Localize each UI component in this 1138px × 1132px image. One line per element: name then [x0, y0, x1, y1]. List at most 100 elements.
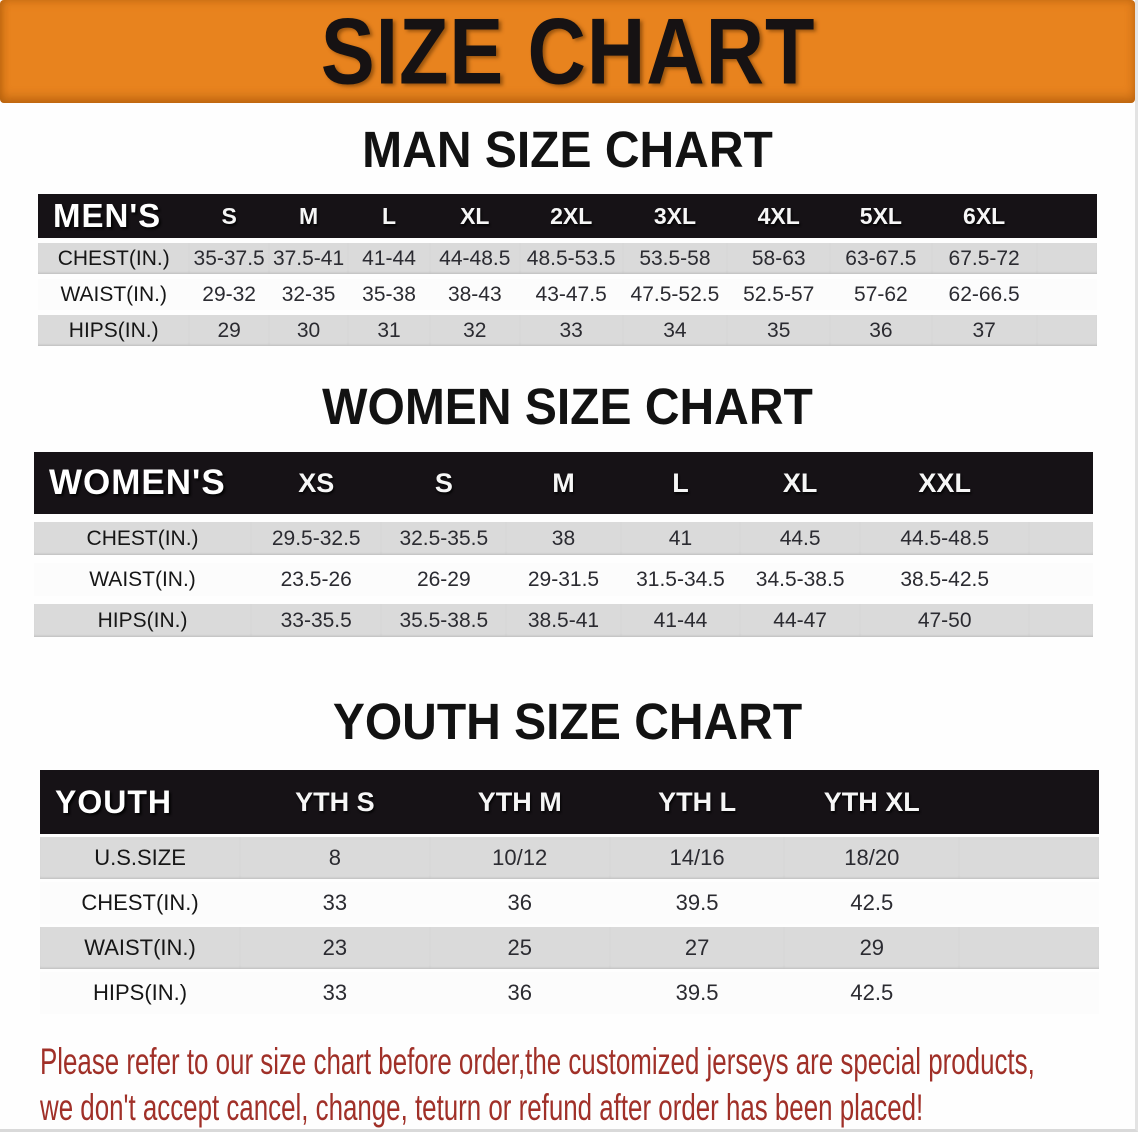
column-header: 6XL: [931, 194, 1037, 238]
row-label: CHEST(IN.): [34, 522, 252, 555]
cell-value: 47.5-52.5: [622, 279, 728, 310]
row-label: HIPS(IN.): [40, 972, 241, 1014]
cell-value: 38: [506, 522, 621, 555]
disclaimer-line-1: Please refer to our size chart before or…: [40, 1041, 1035, 1082]
table-header-row: WOMEN'S XS S M L XL XXL: [34, 452, 1093, 514]
column-header: XXL: [859, 452, 1030, 514]
row-label: CHEST(IN.): [40, 882, 241, 924]
cell-value: 41: [620, 522, 741, 555]
cell-value: 31.5-34.5: [620, 563, 741, 596]
cell-value: 34: [622, 315, 728, 346]
table-row: HIPS(IN.) 33-35.5 35.5-38.5 38.5-41 41-44 44-…: [34, 604, 1093, 637]
cell-value: 23: [240, 927, 430, 969]
cell-value: 33-35.5: [251, 604, 382, 637]
cell-value: 52.5-57: [727, 279, 831, 310]
men-size-table: MEN'S S M L XL 2XL 3XL 4XL 5XL 6XL CHEST(IN.) 35-37…: [38, 189, 1097, 351]
header-spacer: [1036, 194, 1097, 238]
cell-value: 33: [240, 972, 430, 1014]
header-spacer: [959, 770, 1099, 834]
table-row: U.S.SIZE 8 10/12 14/16 18/20: [40, 837, 1099, 879]
youth-section-heading: YOUTH SIZE CHART: [0, 694, 1135, 751]
cell-value: 62-66.5: [931, 279, 1037, 310]
table-row: WAIST(IN.) 23 25 27 29: [40, 927, 1099, 969]
column-header: XS: [251, 452, 382, 514]
column-header: YTH S: [240, 770, 430, 834]
cell-value: 23.5-26: [251, 563, 382, 596]
row-spacer: [959, 927, 1099, 969]
table-row: WAIST(IN.) 29-32 32-35 35-38 38-43 43-47.5 47.…: [38, 279, 1097, 310]
cell-value: 14/16: [609, 837, 785, 879]
table-row: CHEST(IN.) 33 36 39.5 42.5: [40, 882, 1099, 924]
table-row: WAIST(IN.) 23.5-26 26-29 29-31.5 31.5-34.5 34…: [34, 563, 1093, 596]
row-spacer: [1029, 604, 1093, 637]
column-header: M: [268, 194, 349, 238]
cell-value: 29-31.5: [506, 563, 621, 596]
women-size-table: WOMEN'S XS S M L XL XXL CHEST(IN.) 29.5-32.5 32.5…: [34, 444, 1093, 645]
banner-title: SIZE CHART: [320, 0, 815, 104]
table-row: HIPS(IN.) 29 30 31 32 33 34 35 36 37: [38, 315, 1097, 346]
column-header: 4XL: [727, 194, 831, 238]
size-chart-banner: SIZE CHART: [0, 0, 1135, 103]
table-header-row: YOUTH YTH S YTH M YTH L YTH XL: [40, 770, 1099, 834]
cell-value: 18/20: [784, 837, 960, 879]
cell-value: 67.5-72: [931, 243, 1037, 274]
cell-value: 26-29: [381, 563, 507, 596]
row-spacer: [959, 882, 1099, 924]
youth-size-table: YOUTH YTH S YTH M YTH L YTH XL U.S.SIZE 8 10/12…: [40, 767, 1099, 1017]
cell-value: 44-47: [740, 604, 860, 637]
cell-value: 38-43: [429, 279, 520, 310]
cell-value: 32.5-35.5: [381, 522, 507, 555]
cell-value: 39.5: [609, 972, 785, 1014]
cell-value: 34.5-38.5: [740, 563, 860, 596]
column-header: XL: [429, 194, 520, 238]
cell-value: 36: [429, 882, 610, 924]
column-header: YTH L: [609, 770, 785, 834]
table-header-label: MEN'S: [38, 194, 190, 238]
table-header-label: YOUTH: [40, 770, 241, 834]
men-section: MAN SIZE CHART MEN'S S M L XL 2XL 3XL 4XL 5XL 6XL…: [0, 123, 1135, 351]
cell-value: 10/12: [429, 837, 610, 879]
table-header-row: MEN'S S M L XL 2XL 3XL 4XL 5XL 6XL: [38, 194, 1097, 238]
table-row: CHEST(IN.) 29.5-32.5 32.5-35.5 38 41 44.5 44.5…: [34, 522, 1093, 555]
cell-value: 30: [268, 315, 349, 346]
cell-value: 29.5-32.5: [251, 522, 382, 555]
cell-value: 43-47.5: [519, 279, 623, 310]
row-label: WAIST(IN.): [38, 279, 190, 310]
row-label: WAIST(IN.): [40, 927, 241, 969]
cell-value: 44.5: [740, 522, 860, 555]
row-spacer: [1029, 522, 1093, 555]
cell-value: 57-62: [830, 279, 932, 310]
column-header: L: [620, 452, 741, 514]
cell-value: 39.5: [609, 882, 785, 924]
women-section-heading-text: WOMEN SIZE CHART: [322, 379, 813, 436]
cell-value: 48.5-53.5: [519, 243, 623, 274]
column-header: 5XL: [830, 194, 932, 238]
row-spacer: [959, 837, 1099, 879]
cell-value: 27: [609, 927, 785, 969]
cell-value: 37: [931, 315, 1037, 346]
men-section-heading: MAN SIZE CHART: [0, 123, 1135, 178]
column-header: M: [506, 452, 621, 514]
column-header: YTH XL: [784, 770, 960, 834]
cell-value: 53.5-58: [622, 243, 728, 274]
youth-section: YOUTH SIZE CHART YOUTH YTH S YTH M YTH L YTH…: [0, 694, 1135, 1017]
cell-value: 36: [429, 972, 610, 1014]
cell-value: 44-48.5: [429, 243, 520, 274]
row-label: CHEST(IN.): [38, 243, 190, 274]
cell-value: 37.5-41: [268, 243, 349, 274]
row-spacer: [1036, 279, 1097, 310]
column-header: 3XL: [622, 194, 728, 238]
row-label: U.S.SIZE: [40, 837, 241, 879]
row-spacer: [1036, 243, 1097, 274]
disclaimer-line-2: we don't accept cancel, change, teturn o…: [40, 1087, 924, 1128]
table-header-label: WOMEN'S: [34, 452, 252, 514]
cell-value: 41-44: [348, 243, 430, 274]
women-section-heading: WOMEN SIZE CHART: [0, 379, 1135, 436]
cell-value: 29: [189, 315, 269, 346]
cell-value: 41-44: [620, 604, 741, 637]
header-spacer: [1029, 452, 1093, 514]
youth-section-heading-text: YOUTH SIZE CHART: [332, 694, 803, 751]
column-header: L: [348, 194, 430, 238]
table-row: HIPS(IN.) 33 36 39.5 42.5: [40, 972, 1099, 1014]
cell-value: 35-38: [348, 279, 430, 310]
